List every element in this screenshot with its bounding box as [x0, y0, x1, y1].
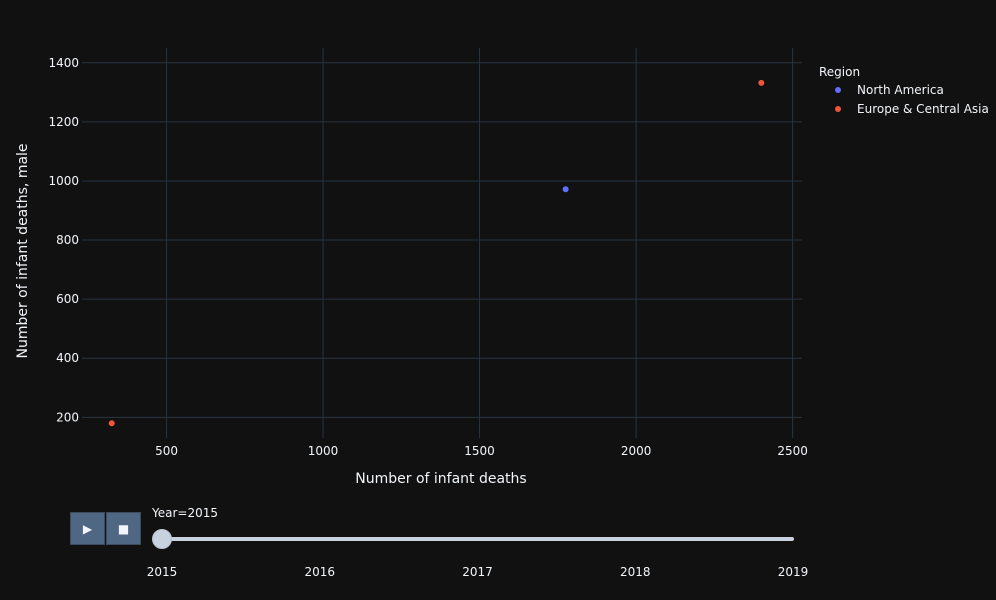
y-tick-label: 400 [56, 351, 79, 365]
x-tick-label: 1500 [464, 444, 495, 458]
y-tick-label: 1200 [48, 115, 79, 129]
play-button[interactable]: ▶ [70, 512, 105, 545]
grid-lines [82, 48, 802, 438]
y-tick-label: 600 [56, 292, 79, 306]
data-point [562, 186, 569, 193]
legend: Region North America Europe & Central Asi… [819, 65, 989, 116]
data-points [108, 79, 765, 427]
pause-button[interactable]: ■ [106, 512, 141, 545]
slider-current-value: Year=2015 [152, 506, 218, 520]
y-tick-label: 1400 [48, 56, 79, 70]
slider-step-label[interactable]: 2017 [462, 565, 493, 579]
legend-marker [835, 106, 841, 112]
y-tick-label: 200 [56, 410, 79, 424]
x-tick-label: 1000 [308, 444, 339, 458]
slider-step-label[interactable]: 2018 [619, 565, 651, 579]
y-tick-label: 1000 [48, 174, 79, 188]
year-slider-handle[interactable] [152, 529, 172, 549]
slider-step-label[interactable]: 2019 [777, 565, 809, 579]
y-axis-title: Number of infant deaths, male [15, 143, 31, 358]
axis-ticks: 500 1000 1500 2000 2500 200 400 600 800 1000 1200 1… [48, 56, 807, 458]
x-tick-label: 2500 [777, 444, 808, 458]
legend-item-label: North America [857, 83, 944, 97]
data-point [108, 420, 115, 427]
slider-step-label[interactable]: 2016 [304, 565, 336, 579]
x-axis-title: Number of infant deaths [355, 471, 526, 487]
data-point [758, 79, 765, 86]
x-tick-label: 500 [155, 444, 178, 458]
year-slider-track[interactable] [162, 537, 794, 541]
legend-title: Region [819, 65, 860, 79]
slider-step-label[interactable]: 2015 [146, 565, 178, 579]
x-tick-label: 2000 [621, 444, 652, 458]
y-tick-label: 800 [56, 233, 79, 247]
legend-item-label: Europe & Central Asia [857, 102, 989, 116]
legend-marker [835, 87, 841, 93]
